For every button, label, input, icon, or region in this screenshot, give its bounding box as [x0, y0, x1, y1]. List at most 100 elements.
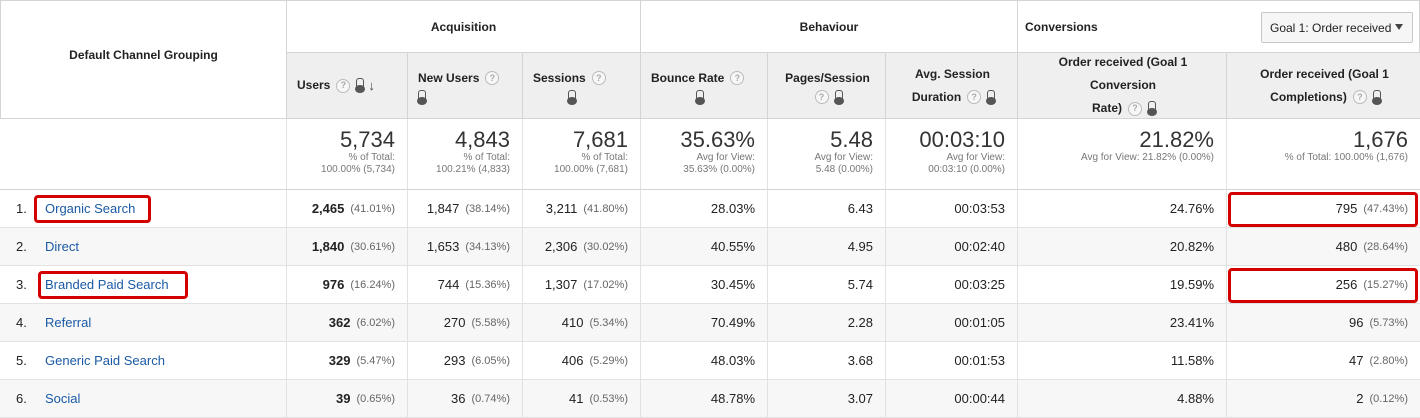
help-icon[interactable]: ?: [730, 71, 745, 85]
cell-value: 41: [569, 391, 584, 406]
totals-avg-duration-sub1: Avg for View:: [946, 152, 1005, 163]
table-cell-bounce: 30.45%: [641, 266, 768, 304]
totals-completions: 1,676 % of Total: 100.00% (1,676): [1227, 119, 1420, 190]
totals-pages-session-sub1: Avg for View:: [814, 152, 873, 163]
totals-completions-value: 1,676: [1352, 127, 1408, 152]
table-cell-users: 329 (5.47%): [287, 342, 408, 380]
col-header-bounce-rate[interactable]: Bounce Rate ?: [641, 53, 768, 119]
goal-select-value: Goal 1: Order received: [1270, 20, 1392, 35]
cell-value: 4.95: [847, 239, 873, 254]
channel-link[interactable]: Organic Search: [45, 201, 136, 216]
cell-value: 96: [1349, 315, 1364, 330]
cell-value: 11.58%: [1170, 353, 1214, 368]
help-icon[interactable]: ?: [336, 78, 351, 93]
cell-percent: (38.14%): [465, 202, 510, 215]
col-header-completions-label-2: Completions): [1270, 89, 1347, 104]
cell-value: 00:03:53: [954, 201, 1005, 216]
group-behaviour-label: Behaviour: [799, 19, 859, 34]
col-header-new-users[interactable]: New Users ?: [408, 53, 523, 119]
col-header-avg-duration-label-2: Duration: [911, 89, 962, 104]
channel-link[interactable]: Branded Paid Search: [45, 277, 169, 292]
cell-percent: (5.58%): [471, 316, 510, 329]
table-cell-bounce: 40.55%: [641, 228, 768, 266]
table-cell-sessions: 410 (5.34%): [523, 304, 641, 342]
help-icon[interactable]: ?: [1128, 101, 1142, 116]
cell-percent: (30.02%): [583, 240, 628, 253]
channel-link[interactable]: Social: [45, 391, 81, 406]
totals-conversion-rate: 21.82% Avg for View: 21.82% (0.00%): [1018, 119, 1227, 190]
help-icon[interactable]: ?: [967, 90, 982, 104]
row-number: 1.: [16, 201, 27, 216]
totals-avg-duration-sub2: 00:03:10 (0.00%): [928, 164, 1005, 175]
row-number: 6.: [16, 391, 27, 406]
table-cell-bounce: 48.03%: [641, 342, 768, 380]
col-header-pages-session[interactable]: Pages/Session ?: [768, 53, 886, 119]
cell-value: 480: [1335, 239, 1358, 254]
help-icon[interactable]: ?: [814, 90, 829, 104]
cell-value: 1,653: [426, 239, 460, 254]
channel-link[interactable]: Direct: [45, 239, 79, 254]
row-number: 2.: [16, 239, 27, 254]
table-cell-sessions: 41 (0.53%): [523, 380, 641, 418]
help-icon[interactable]: ?: [1352, 90, 1367, 104]
cell-value: 329: [328, 353, 351, 368]
cell-value: 48.78%: [710, 391, 755, 406]
help-icon[interactable]: ?: [591, 71, 606, 85]
table-cell-conv: 20.82%: [1018, 228, 1227, 266]
cell-percent: (5.73%): [1369, 316, 1408, 329]
totals-bounce-rate-sub2: 35.63% (0.00%): [683, 164, 755, 175]
cell-value: 1,307: [544, 277, 578, 292]
cell-value: 410: [561, 315, 584, 330]
col-header-sessions[interactable]: Sessions ?: [523, 53, 641, 119]
cell-value: 30.45%: [710, 277, 755, 292]
dimension-header[interactable]: Default Channel Grouping: [0, 0, 287, 119]
cell-percent: (28.64%): [1363, 240, 1408, 253]
table-row-dimension: 2. Direct: [0, 228, 287, 266]
thermometer-icon[interactable]: [986, 89, 997, 105]
cell-value: 36: [451, 391, 466, 406]
cell-value: 795: [1335, 201, 1358, 216]
goal-select[interactable]: Goal 1: Order received: [1261, 12, 1413, 43]
table-cell-sessions: 406 (5.29%): [523, 342, 641, 380]
table-cell-conv: 4.88%: [1018, 380, 1227, 418]
col-header-conversion-rate-label-2: Rate): [1091, 101, 1122, 115]
col-header-pages-session-label: Pages/Session: [785, 70, 870, 85]
table-cell-pages: 3.07: [768, 380, 886, 418]
thermometer-icon[interactable]: [355, 78, 366, 93]
thermometer-icon[interactable]: [567, 89, 577, 105]
totals-pages-session-value: 5.48: [830, 127, 873, 152]
thermometer-icon[interactable]: [833, 89, 844, 105]
totals-sessions-value: 7,681: [572, 127, 628, 152]
thermometer-icon[interactable]: [695, 89, 705, 105]
channel-link[interactable]: Referral: [45, 315, 92, 330]
thermometer-icon[interactable]: [417, 89, 427, 105]
thermometer-icon[interactable]: [1371, 89, 1382, 105]
group-behaviour: Behaviour: [641, 0, 1018, 53]
table-cell-pages: 5.74: [768, 266, 886, 304]
col-header-users[interactable]: Users ? ↓: [287, 53, 408, 119]
cell-value: 00:03:25: [954, 277, 1005, 292]
col-header-sessions-label: Sessions: [533, 70, 586, 85]
cell-percent: (15.27%): [1363, 278, 1408, 291]
cell-percent: (5.34%): [589, 316, 628, 329]
totals-conversion-rate-sub1: Avg for View: 21.82% (0.00%): [1080, 152, 1214, 163]
totals-new-users-sub1: % of Total:: [463, 152, 510, 163]
cell-percent: (41.80%): [583, 202, 628, 215]
totals-bounce-rate-sub1: Avg for View:: [696, 152, 755, 163]
cell-value: 5.74: [847, 277, 873, 292]
col-header-avg-duration[interactable]: Avg. Session Duration ?: [886, 53, 1018, 119]
col-header-completions[interactable]: Order received (Goal 1 Completions) ?: [1227, 53, 1420, 119]
cell-percent: (0.65%): [356, 392, 395, 405]
col-header-conversion-rate[interactable]: Order received (Goal 1 Conversion Rate) …: [1018, 53, 1227, 119]
table-cell-pages: 6.43: [768, 190, 886, 228]
channel-link[interactable]: Generic Paid Search: [45, 353, 165, 368]
help-icon[interactable]: ?: [485, 71, 500, 85]
cell-percent: (0.53%): [589, 392, 628, 405]
thermometer-icon[interactable]: [1147, 101, 1157, 116]
totals-users-sub1: % of Total:: [348, 152, 395, 163]
cell-value: 270: [443, 315, 466, 330]
totals-completions-sub1: % of Total: 100.00% (1,676): [1284, 152, 1408, 163]
table-row-dimension: 1. Organic Search: [0, 190, 287, 228]
totals-pages-session: 5.48 Avg for View: 5.48 (0.00%): [768, 119, 886, 190]
